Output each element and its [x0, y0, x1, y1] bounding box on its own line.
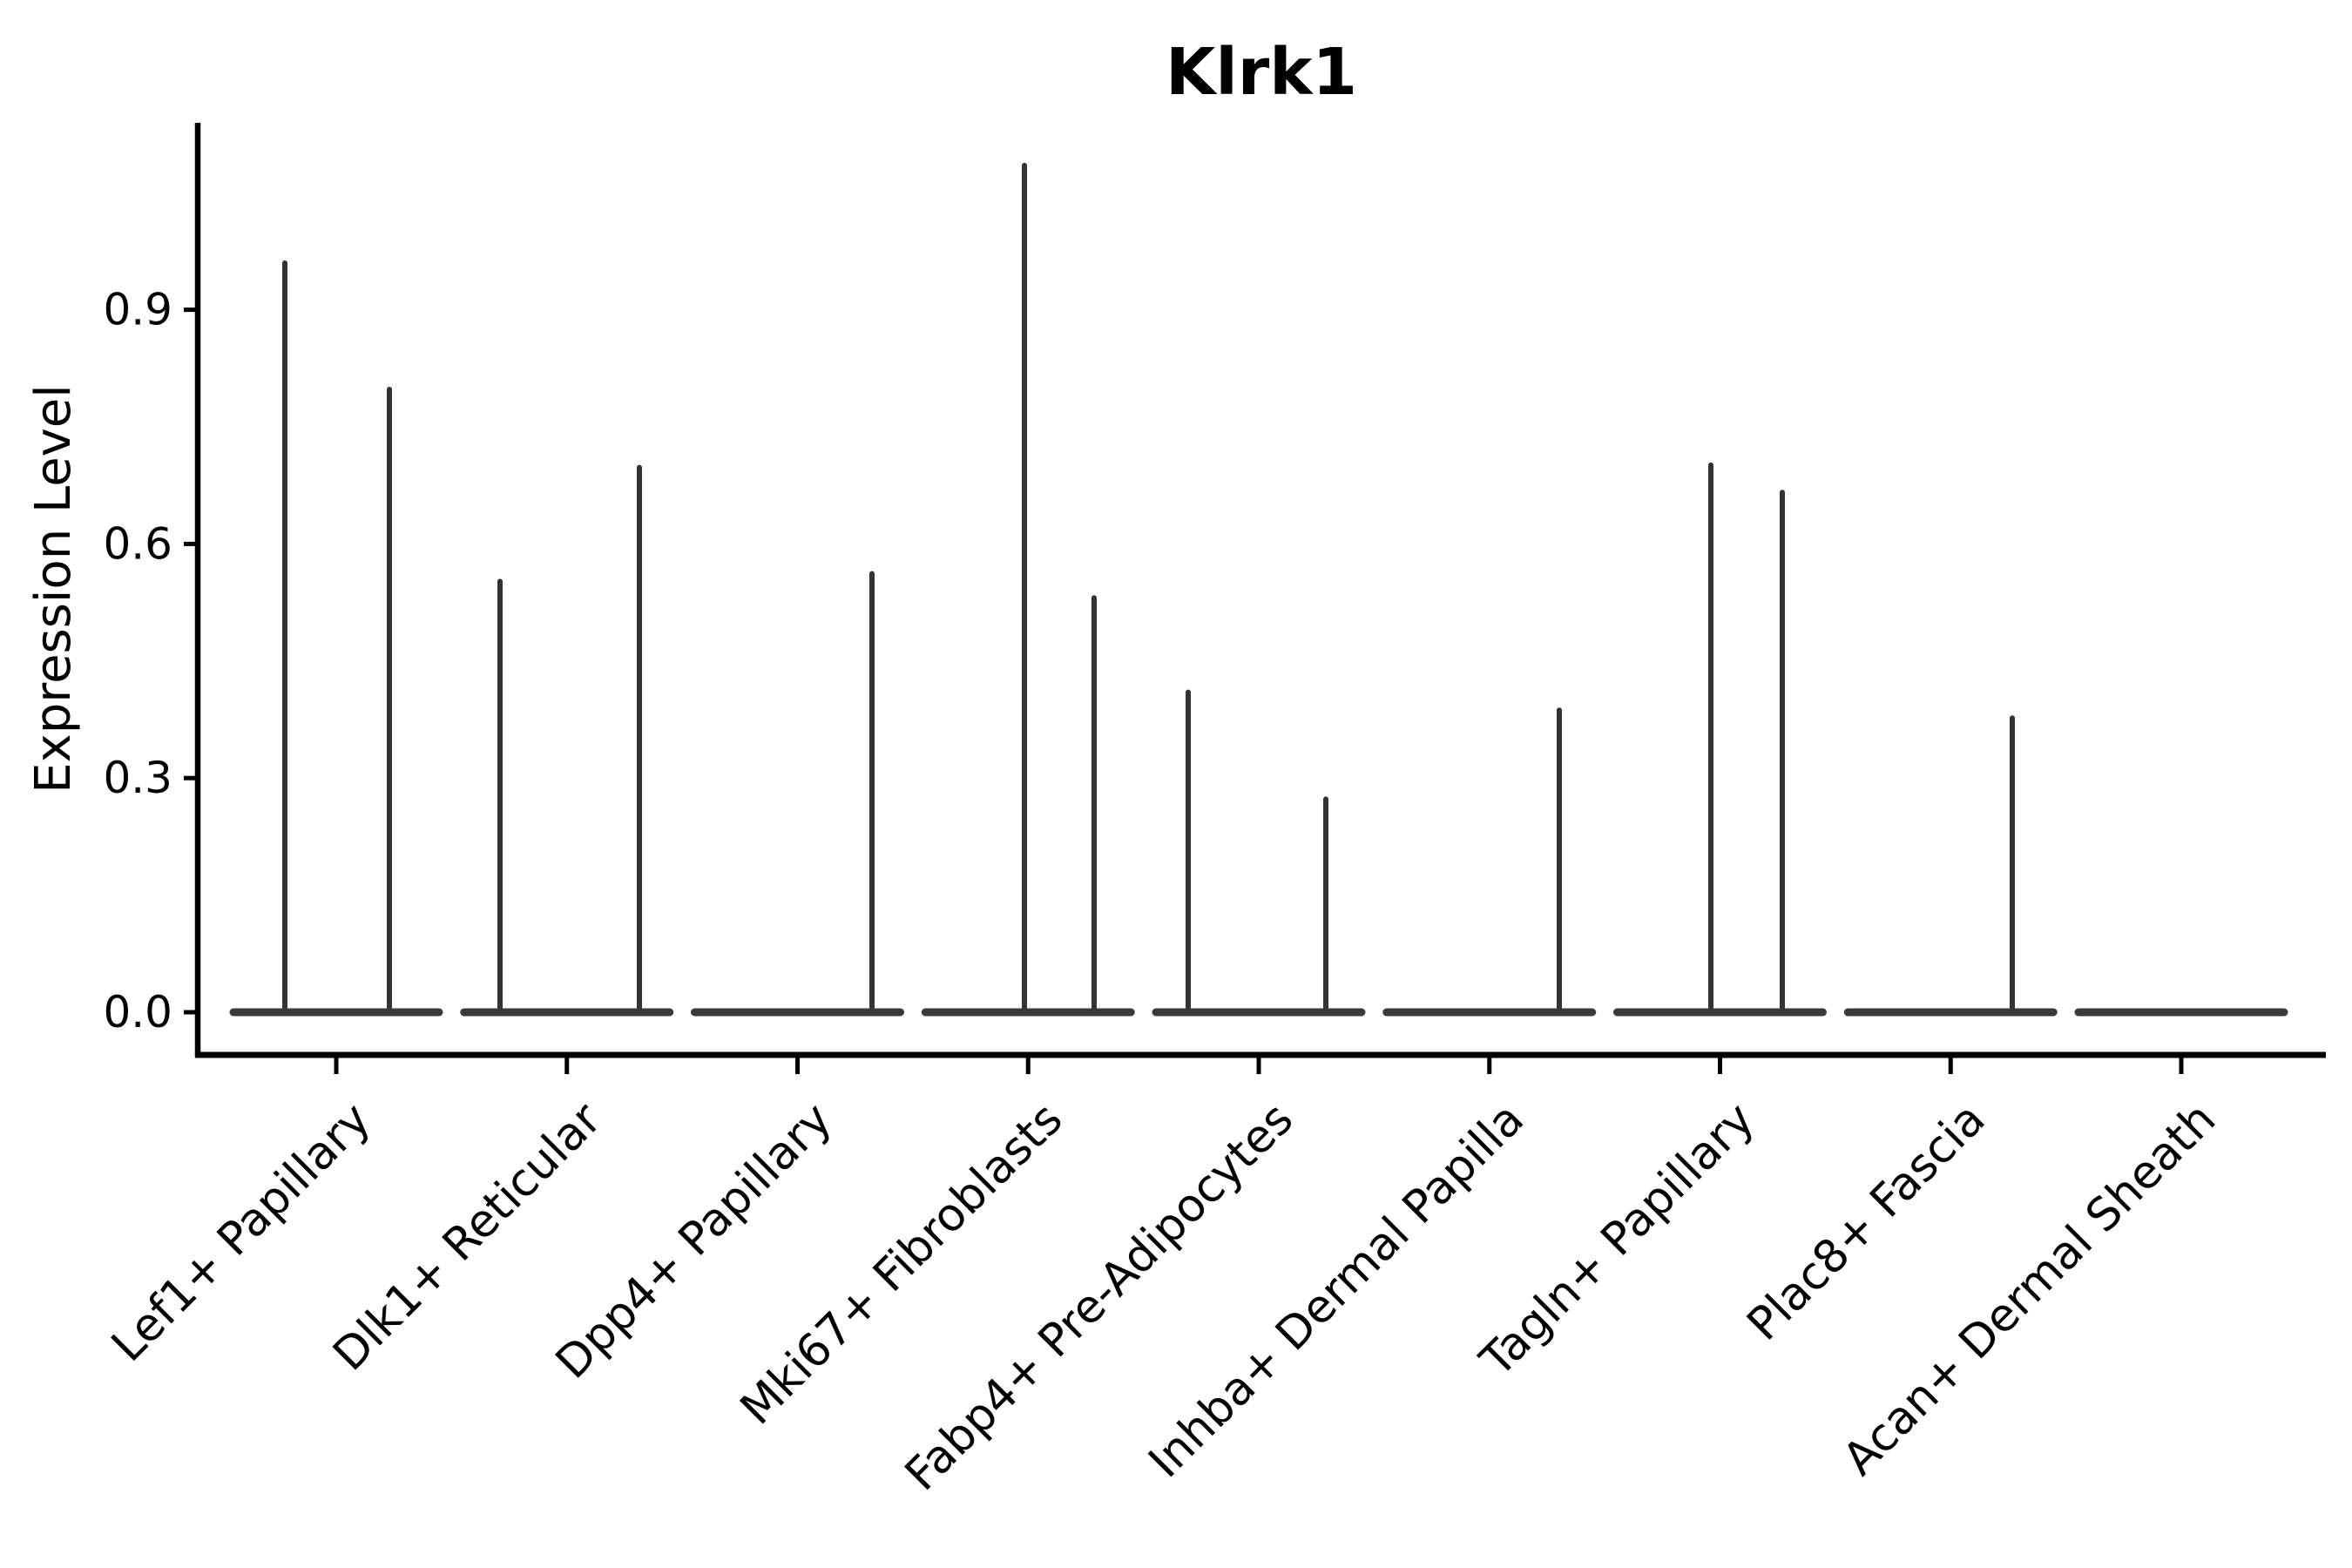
violin — [1382, 707, 1597, 1017]
violin — [1843, 715, 2058, 1017]
x-tick-label: Plac8+ Fascia — [1738, 1093, 1996, 1351]
violin — [1152, 689, 1366, 1017]
x-tick-label: Fabp4+ Pre-Adipocytes — [896, 1093, 1303, 1501]
y-tick-label: 0.9 — [103, 285, 172, 335]
violin-body — [1382, 1008, 1597, 1017]
violin-layer — [229, 162, 2288, 1017]
violin — [229, 260, 443, 1017]
violin-body — [1613, 1008, 1827, 1017]
violin-body — [1843, 1008, 2058, 1017]
violin-body — [1152, 1008, 1366, 1017]
y-tick-label: 0.3 — [103, 753, 172, 803]
violin — [1613, 462, 1827, 1017]
violin-body — [460, 1008, 674, 1017]
violin — [2074, 1008, 2288, 1017]
x-tick-label: Acan+ Dermal Sheath — [1834, 1093, 2227, 1486]
y-axis-title: Expression Level — [25, 384, 82, 794]
y-tick-label: 0.0 — [103, 987, 172, 1037]
violin — [691, 571, 904, 1017]
violin — [460, 464, 674, 1017]
x-tick-label: Inhba+ Dermal Papilla — [1139, 1093, 1533, 1488]
chart-title: Klrk1 — [1166, 35, 1357, 110]
violin-body — [2074, 1008, 2288, 1017]
y-tick-label: 0.6 — [103, 518, 172, 569]
violin-body — [691, 1008, 904, 1017]
axes-layer — [184, 123, 2326, 1074]
violin-body — [921, 1008, 1135, 1017]
violin-body — [229, 1008, 443, 1017]
violin — [921, 162, 1135, 1017]
